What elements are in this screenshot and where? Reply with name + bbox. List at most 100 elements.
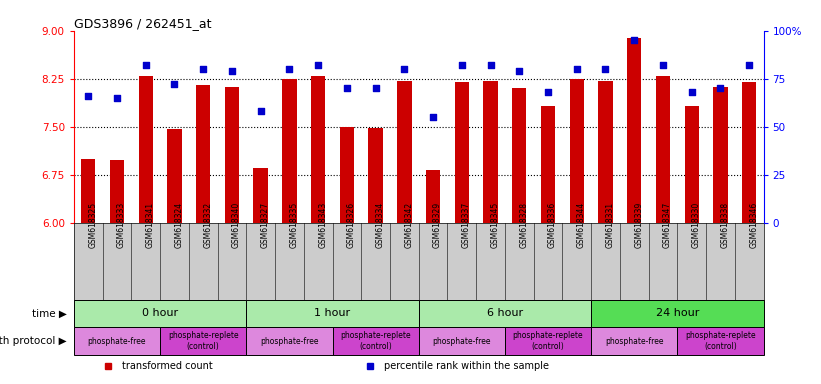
Text: phosphate-free: phosphate-free: [88, 337, 146, 346]
Text: 0 hour: 0 hour: [142, 308, 178, 318]
Text: GSM618339: GSM618339: [635, 202, 643, 248]
Text: GSM618345: GSM618345: [491, 202, 499, 248]
Bar: [505, 327, 591, 355]
Bar: [333, 327, 419, 355]
Text: GSM618333: GSM618333: [117, 202, 126, 248]
Point: [513, 68, 526, 74]
Text: GSM618326: GSM618326: [347, 202, 355, 248]
Text: GSM618336: GSM618336: [548, 202, 557, 248]
Bar: [591, 300, 764, 327]
Text: GSM618347: GSM618347: [663, 202, 672, 248]
Bar: [419, 300, 591, 327]
Point: [455, 62, 468, 68]
Text: GSM618325: GSM618325: [89, 202, 97, 248]
Bar: [74, 300, 246, 327]
Bar: [591, 327, 677, 355]
Text: GSM618324: GSM618324: [175, 202, 183, 248]
Point: [226, 68, 239, 74]
Text: GSM618338: GSM618338: [721, 202, 729, 248]
Bar: [254, 168, 268, 223]
Point: [427, 114, 440, 120]
Text: phosphate-free: phosphate-free: [433, 337, 491, 346]
Text: phosphate-replete
(control): phosphate-replete (control): [167, 331, 239, 351]
Point: [628, 37, 641, 43]
Text: GSM618327: GSM618327: [261, 202, 269, 248]
Point: [82, 93, 94, 99]
Bar: [246, 327, 333, 355]
Bar: [81, 159, 95, 223]
Text: GSM618330: GSM618330: [692, 202, 700, 248]
Text: GSM618337: GSM618337: [461, 202, 470, 248]
Bar: [167, 129, 181, 223]
Bar: [340, 127, 354, 223]
Bar: [139, 76, 153, 223]
Point: [686, 89, 699, 95]
Bar: [512, 88, 526, 223]
Text: phosphate-free: phosphate-free: [605, 337, 663, 346]
Point: [197, 66, 210, 72]
Point: [714, 85, 727, 91]
Text: GSM618344: GSM618344: [577, 202, 585, 248]
Text: GSM618340: GSM618340: [232, 202, 241, 248]
Point: [599, 66, 612, 72]
Bar: [110, 160, 124, 223]
Bar: [246, 300, 419, 327]
Bar: [484, 81, 498, 223]
Bar: [742, 82, 756, 223]
Bar: [685, 106, 699, 223]
Text: phosphate-free: phosphate-free: [260, 337, 319, 346]
Text: phosphate-replete
(control): phosphate-replete (control): [512, 331, 584, 351]
Point: [743, 62, 756, 68]
Bar: [225, 87, 239, 223]
Bar: [196, 85, 210, 223]
Text: 6 hour: 6 hour: [487, 308, 523, 318]
Bar: [74, 327, 160, 355]
Text: time ▶: time ▶: [32, 308, 67, 318]
Bar: [397, 81, 411, 223]
Bar: [541, 106, 555, 223]
Text: GSM618342: GSM618342: [405, 202, 413, 248]
Text: GSM618328: GSM618328: [520, 202, 528, 248]
Bar: [419, 327, 505, 355]
Bar: [713, 87, 727, 223]
Bar: [656, 76, 670, 223]
Text: percentile rank within the sample: percentile rank within the sample: [384, 361, 549, 371]
Point: [369, 85, 383, 91]
Bar: [369, 128, 383, 223]
Text: phosphate-replete
(control): phosphate-replete (control): [340, 331, 411, 351]
Text: 1 hour: 1 hour: [314, 308, 351, 318]
Text: 24 hour: 24 hour: [656, 308, 699, 318]
Bar: [160, 327, 246, 355]
Text: phosphate-replete
(control): phosphate-replete (control): [685, 331, 756, 351]
Bar: [311, 76, 325, 223]
Bar: [455, 82, 469, 223]
Text: GSM618329: GSM618329: [433, 202, 442, 248]
Text: growth protocol ▶: growth protocol ▶: [0, 336, 67, 346]
Bar: [677, 327, 764, 355]
Point: [140, 62, 153, 68]
Text: transformed count: transformed count: [122, 361, 213, 371]
Text: GSM618343: GSM618343: [319, 202, 327, 248]
Text: GSM618331: GSM618331: [606, 202, 614, 248]
Bar: [627, 38, 641, 223]
Point: [542, 89, 555, 95]
Bar: [282, 79, 296, 223]
Text: GSM618335: GSM618335: [290, 202, 298, 248]
Text: GSM618332: GSM618332: [204, 202, 212, 248]
Text: GSM618341: GSM618341: [146, 202, 154, 248]
Text: GSM618346: GSM618346: [750, 202, 758, 248]
Point: [110, 95, 123, 101]
Bar: [570, 79, 584, 223]
Point: [341, 85, 354, 91]
Text: GDS3896 / 262451_at: GDS3896 / 262451_at: [74, 17, 211, 30]
Point: [255, 108, 268, 114]
Point: [571, 66, 584, 72]
Bar: [599, 81, 612, 223]
Point: [398, 66, 411, 72]
Point: [484, 62, 498, 68]
Point: [312, 62, 325, 68]
Point: [168, 81, 181, 88]
Point: [282, 66, 296, 72]
Bar: [426, 170, 440, 223]
Point: [657, 62, 670, 68]
